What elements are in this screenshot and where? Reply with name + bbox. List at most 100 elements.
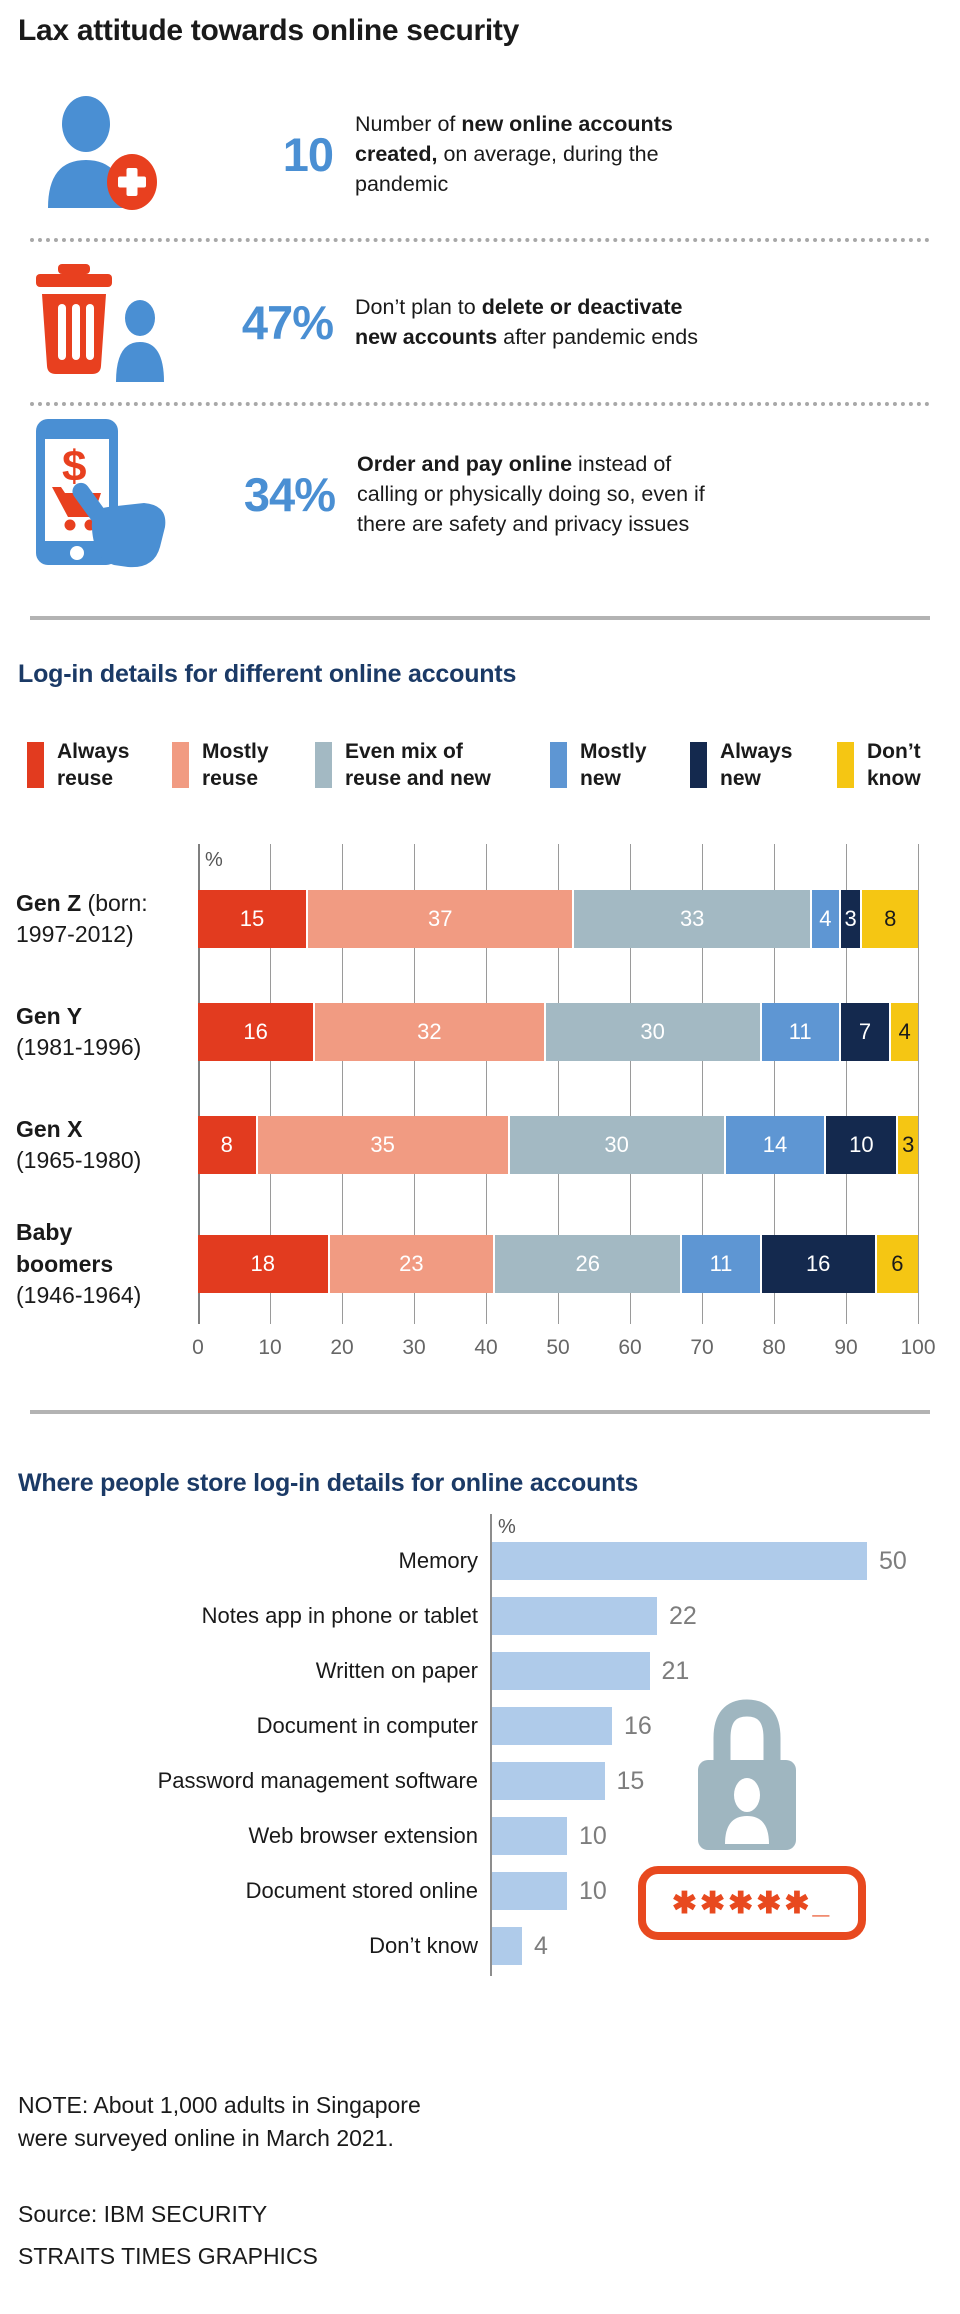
bar-segment: 6 [874,1235,918,1294]
chart1-title: Log-in details for different online acco… [18,660,517,688]
legend-label: Always reuse [57,740,130,790]
desc-segment-bold: Order and pay online [357,451,573,476]
chart1-legend: Always reuse Mostly reuse Even mix of reus… [27,739,960,792]
segment-value: 23 [399,1251,424,1277]
stat-value: 10 [282,127,334,181]
gridline [630,844,631,1325]
legend-swatch [690,742,707,788]
desc-segment: Don’t plan to [355,294,482,319]
bar-segment: 3 [838,890,861,949]
bar-segment: 8 [860,890,918,949]
bar-segment: 4 [810,890,839,949]
padlock-user-icon [688,1692,806,1859]
gridline [198,844,200,1325]
bar-segment: 15 [198,890,306,949]
category-label: Document in computer [256,1713,478,1739]
bar-segment: 7 [838,1003,890,1062]
horizontal-bar-chart: % ✱✱✱✱✱_ Memory 50 Notes app in phone or t… [0,1514,960,1984]
segment-value: 32 [417,1019,442,1045]
password-asterisks: ✱✱✱✱✱_ [671,1886,833,1920]
segment-value: 16 [805,1251,831,1277]
bar [492,1542,867,1581]
bar-segment: 32 [313,1003,544,1062]
value-label: 16 [624,1712,652,1741]
bar [492,1817,567,1856]
section-divider [30,1410,930,1415]
stat-description: Number of new online accounts created, o… [355,109,707,199]
bar-segment: 16 [198,1003,314,1062]
bar [492,1927,522,1966]
dotted-separator [30,402,930,406]
desc-segment-bold: delete or deactivate new accounts [355,294,683,349]
bar-segment: 30 [507,1116,724,1175]
x-axis-tick: 30 [402,1336,426,1360]
y-axis-line [490,1514,492,1977]
category-label: Password management software [157,1768,478,1794]
segment-value: 35 [370,1132,395,1158]
page-title: Lax attitude towards online security [18,14,519,47]
dotted-separator [30,238,930,242]
category-label: Web browser extension [248,1823,479,1849]
desc-segment: on average, during the pandemic [355,141,659,197]
category-label: Gen Z (born: 1997-2012) [16,890,194,948]
value-label: 10 [579,1822,607,1851]
gridline [774,844,775,1325]
legend-swatch [172,742,189,788]
x-axis-tick: 40 [474,1336,498,1360]
percent-unit-label: % [498,1516,516,1539]
category-years: (1981-1996) [16,1034,142,1061]
gridline [558,844,559,1325]
bar-segment: 23 [327,1235,494,1294]
legend-swatch [315,742,332,788]
segment-value: 6 [891,1251,904,1277]
segment-value: 37 [427,906,453,932]
x-axis-tick: 0 [192,1336,204,1360]
category-name: Gen Y [16,1003,83,1030]
bar-segment: 4 [889,1003,918,1062]
stat-value: 47% [241,295,334,349]
gridline [918,844,919,1325]
person-add-icon [28,94,168,214]
bar [492,1762,605,1801]
legend-label: Mostly new [580,740,647,790]
segment-value: 11 [788,1019,812,1045]
bar-segment: 35 [255,1116,508,1175]
legend-label: Mostly reuse [202,740,269,790]
segment-value: 8 [220,1132,233,1158]
x-axis-tick: 90 [834,1336,858,1360]
stat-description: Order and pay online instead of calling … [357,449,709,539]
x-axis-tick: 100 [900,1336,936,1360]
segment-value: 33 [679,906,705,932]
stat-row-order-online: $ 34% Order and pay online instead of ca… [28,406,930,582]
bar-segment: 14 [723,1116,825,1175]
value-label: 10 [579,1877,607,1906]
desc-segment: after pandemic ends [497,325,698,349]
stacked-bar: 15 37 33 4 3 8 [198,890,918,949]
category-name: Baby boomers [16,1219,114,1277]
category-label-line: Gen X [16,1114,194,1145]
category-tail: (born: [81,890,148,917]
desc-segment: instead of calling or physically doing s… [357,451,705,537]
segment-value: 26 [575,1251,601,1277]
bar [492,1597,657,1636]
bar [492,1872,567,1911]
gridline [342,844,343,1325]
stat-row-new-accounts: 10 Number of new online accounts created… [28,70,930,238]
password-field: ✱✱✱✱✱_ [638,1866,866,1941]
category-label: Gen Y (1981-1996) [16,1003,194,1061]
legend-swatch [27,742,44,788]
segment-value: 3 [902,1132,915,1158]
category-label-line: Baby boomers [16,1217,194,1280]
legend-swatch [550,742,567,788]
bar-segment: 30 [543,1003,760,1062]
legend-item: Always new [690,739,837,792]
section-divider [30,616,930,620]
segment-value: 11 [709,1251,733,1277]
x-axis-tick: 60 [618,1336,642,1360]
legend-item: Even mix of reuse and new [315,739,550,792]
legend-label: Don’t know [867,740,921,790]
segment-value: 18 [250,1251,276,1277]
legend-item: Always reuse [27,739,172,792]
stat-row-delete-accounts: 47% Don’t plan to delete or deactivate n… [28,242,930,402]
gridline [270,844,271,1325]
